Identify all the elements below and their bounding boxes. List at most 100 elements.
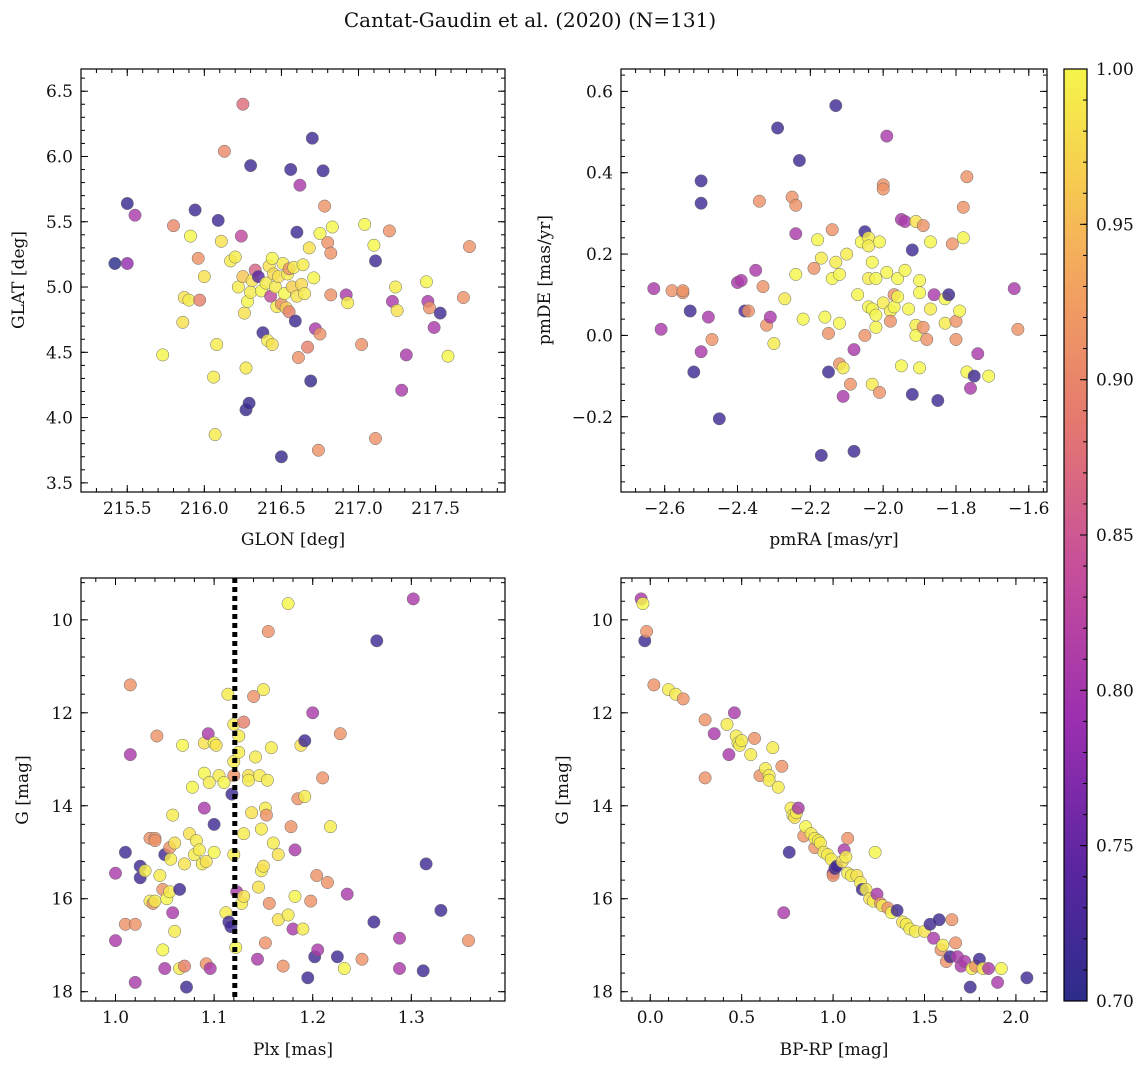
data-point bbox=[868, 845, 882, 859]
data-point bbox=[296, 922, 310, 936]
data-point bbox=[905, 243, 919, 257]
data-point bbox=[927, 931, 941, 945]
data-point bbox=[262, 896, 276, 910]
data-point bbox=[752, 194, 766, 208]
data-point bbox=[720, 717, 734, 731]
colorbar-tick-label: 0.80 bbox=[1096, 681, 1134, 701]
colorbar-tick-label: 1.00 bbox=[1096, 60, 1134, 80]
x-tick-label: −2.2 bbox=[790, 499, 831, 519]
data-point bbox=[434, 903, 448, 917]
data-point bbox=[261, 625, 275, 638]
data-point bbox=[281, 597, 295, 611]
data-point bbox=[762, 773, 776, 787]
data-point bbox=[301, 340, 315, 354]
data-point bbox=[818, 310, 832, 324]
data-point bbox=[767, 337, 781, 350]
y-tick-label: 5.0 bbox=[46, 278, 73, 298]
data-point bbox=[341, 296, 355, 310]
data-point bbox=[865, 377, 879, 391]
data-point bbox=[185, 780, 199, 794]
x-tick-label: −2.4 bbox=[717, 499, 758, 519]
data-point bbox=[221, 687, 235, 701]
data-point bbox=[825, 223, 839, 237]
data-point bbox=[123, 678, 137, 692]
data-point bbox=[236, 97, 250, 111]
y-tick-label: 5.5 bbox=[46, 213, 73, 233]
data-point bbox=[814, 251, 828, 265]
data-point bbox=[244, 159, 258, 173]
x-tick-label: 1.5 bbox=[911, 1008, 938, 1028]
data-point bbox=[109, 934, 122, 948]
data-point bbox=[254, 822, 268, 836]
data-point bbox=[851, 288, 865, 302]
data-point bbox=[150, 729, 164, 743]
data-point bbox=[734, 274, 748, 287]
data-point bbox=[148, 894, 162, 908]
data-point bbox=[202, 776, 216, 789]
data-point bbox=[771, 780, 785, 794]
data-point bbox=[891, 272, 905, 285]
y-tick-label: 14 bbox=[591, 797, 613, 817]
data-point bbox=[211, 213, 225, 227]
data-point bbox=[251, 952, 264, 966]
data-point bbox=[367, 238, 381, 252]
data-point bbox=[814, 448, 828, 462]
data-point bbox=[829, 99, 843, 113]
data-point bbox=[260, 773, 274, 787]
data-point bbox=[128, 917, 142, 931]
plot-frame bbox=[80, 577, 506, 1002]
data-point bbox=[310, 869, 324, 882]
data-point bbox=[905, 387, 919, 401]
data-point bbox=[836, 389, 850, 403]
data-point bbox=[654, 322, 668, 336]
data-point bbox=[913, 274, 927, 287]
data-point bbox=[264, 741, 278, 755]
data-point bbox=[118, 845, 132, 859]
data-point bbox=[862, 239, 876, 253]
colorbar-tick-label: 0.90 bbox=[1096, 371, 1134, 391]
data-point bbox=[245, 806, 259, 820]
data-point bbox=[883, 314, 897, 328]
data-point bbox=[694, 345, 708, 359]
data-point bbox=[647, 678, 661, 692]
y-tick-label: 18 bbox=[51, 983, 73, 1003]
data-point bbox=[735, 734, 749, 748]
data-point bbox=[203, 962, 217, 975]
x-tick-label: 0.0 bbox=[637, 1008, 664, 1028]
data-point bbox=[393, 931, 406, 945]
x-tick-label: −1.6 bbox=[1008, 499, 1049, 519]
x-tick-label: −2.6 bbox=[644, 499, 685, 519]
data-point bbox=[120, 257, 134, 270]
data-point bbox=[330, 950, 344, 964]
data-point bbox=[991, 975, 1005, 989]
data-point bbox=[399, 348, 413, 362]
data-point bbox=[302, 241, 316, 255]
data-point bbox=[766, 741, 780, 755]
data-point bbox=[994, 962, 1008, 975]
data-point bbox=[789, 227, 803, 241]
data-point bbox=[256, 683, 270, 697]
y-tick-label: 3.5 bbox=[46, 474, 73, 494]
data-point bbox=[217, 776, 231, 789]
x-tick-label: 1.0 bbox=[820, 1008, 847, 1028]
data-point bbox=[902, 302, 916, 316]
data-point bbox=[324, 246, 338, 260]
data-point bbox=[636, 597, 650, 611]
data-point bbox=[890, 903, 904, 917]
data-point bbox=[197, 801, 211, 815]
data-point bbox=[168, 836, 182, 850]
data-point bbox=[208, 428, 222, 442]
data-point bbox=[956, 231, 970, 245]
data-point bbox=[869, 308, 883, 322]
data-point bbox=[191, 251, 205, 265]
data-point bbox=[192, 843, 206, 857]
data-point bbox=[153, 869, 167, 882]
data-point bbox=[782, 845, 796, 859]
data-point bbox=[945, 913, 959, 927]
data-point bbox=[419, 275, 433, 289]
data-point bbox=[167, 219, 180, 233]
x-tick-label: 0.5 bbox=[728, 1008, 755, 1028]
data-point bbox=[207, 845, 221, 859]
data-point bbox=[771, 121, 785, 135]
data-point bbox=[858, 328, 872, 342]
